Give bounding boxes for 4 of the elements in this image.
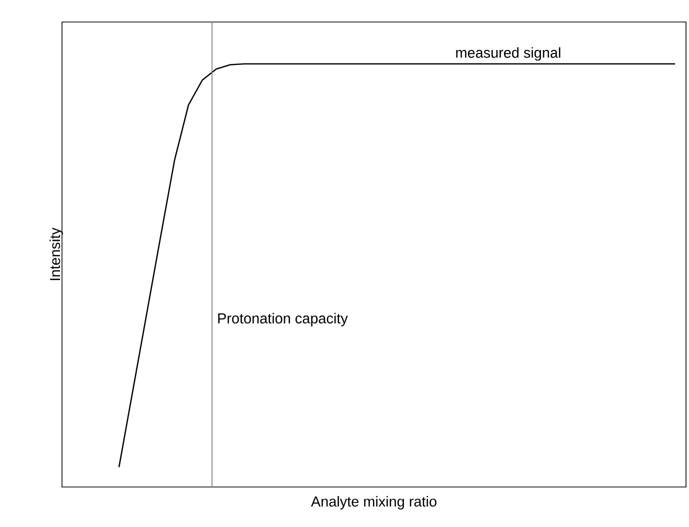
series-label: measured signal (456, 47, 560, 61)
y-axis-title: Intensity (50, 228, 63, 280)
annotation: Protonation capacity (218, 312, 348, 326)
x-axis-title: Analyte mixing ratio (311, 496, 436, 510)
